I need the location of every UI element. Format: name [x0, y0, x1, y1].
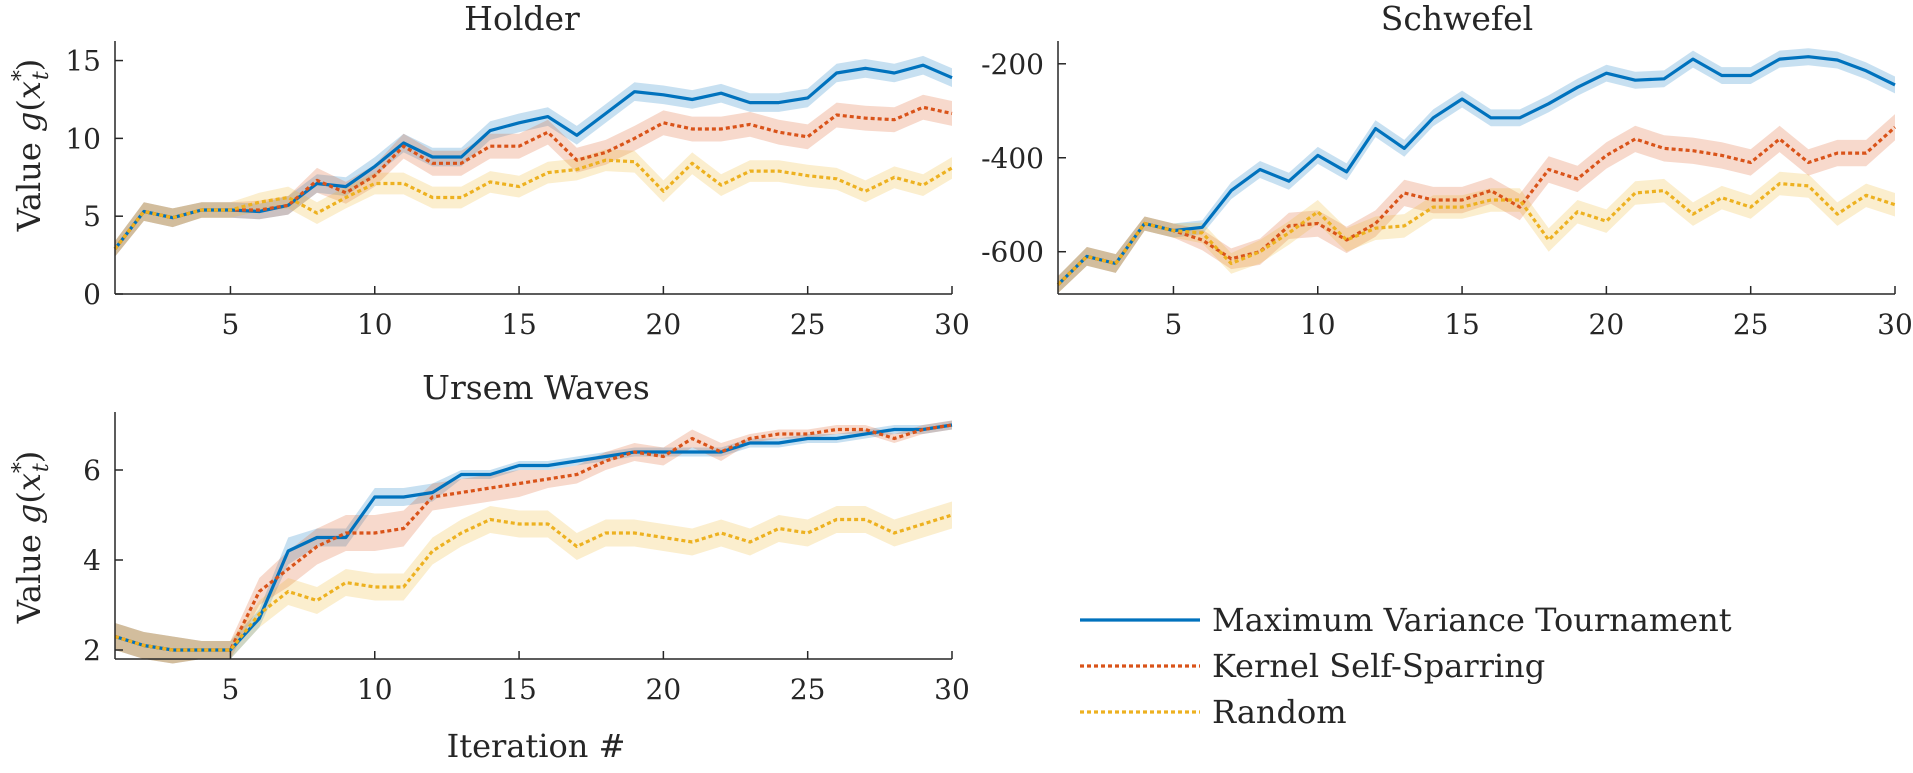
- y-tick-label: 2: [83, 634, 101, 667]
- y-tick-label: -400: [981, 142, 1044, 175]
- x-tick-label: 10: [357, 308, 393, 341]
- x-tick-label: 25: [790, 673, 826, 706]
- y-tick-label: 5: [83, 200, 101, 233]
- x-tick-label: 20: [646, 673, 682, 706]
- holder-axes: 5 10 15 20 25 30 0 5 10 15: [65, 41, 970, 341]
- holder-ylabel: Value g(x*t): [9, 59, 54, 233]
- y-tick-label: 10: [65, 122, 101, 155]
- schwefel-title: Schwefel: [1381, 0, 1533, 38]
- x-tick-label: 30: [1877, 308, 1913, 341]
- series-line-random: [1056, 182, 1896, 286]
- y-tick-label: 4: [83, 544, 101, 577]
- y-tick-label: -200: [981, 48, 1044, 81]
- x-tick-label: 5: [222, 673, 240, 706]
- band-maximum-variance-tournament: [115, 55, 952, 257]
- x-tick-label: 10: [1300, 308, 1336, 341]
- ursem-ylabel: Value g(x*t): [9, 451, 54, 625]
- ursem-xlabel: Iteration #: [447, 727, 626, 765]
- series-line-kernel-self-sparring: [114, 423, 953, 652]
- x-tick-label: 25: [1733, 308, 1769, 341]
- schwefel-axes: 5 10 15 20 25 30 -600 -400 -200: [981, 41, 1913, 341]
- ursem-axes: 5 10 15 20 25 30 2 4 6: [83, 412, 970, 706]
- ursem-title: Ursem Waves: [422, 368, 650, 407]
- series-line-maximum-variance-tournament: [113, 63, 953, 250]
- x-tick-label: 20: [646, 308, 682, 341]
- band-random: [115, 501, 952, 664]
- y-tick-label: 6: [83, 454, 101, 487]
- y-tick-label: 15: [65, 45, 101, 78]
- series-line-random: [114, 513, 953, 652]
- holder-lines: [113, 63, 953, 250]
- band-random: [1058, 171, 1895, 294]
- x-tick-label: 30: [934, 673, 970, 706]
- series-line-kernel-self-sparring: [113, 105, 953, 250]
- series-line-maximum-variance-tournament: [1056, 55, 1896, 286]
- x-tick-label: 5: [1165, 308, 1183, 341]
- x-tick-label: 30: [934, 308, 970, 341]
- panel-schwefel: Schwefel 5 10 15 20 25 30 -600 -400 -200: [981, 0, 1913, 341]
- x-tick-label: 15: [501, 673, 537, 706]
- holder-bands: [115, 55, 952, 257]
- legend-label: Maximum Variance Tournament: [1212, 601, 1732, 639]
- ursem-lines: [114, 423, 953, 652]
- band-random: [115, 149, 952, 257]
- x-tick-label: 10: [357, 673, 393, 706]
- band-maximum-variance-tournament: [115, 420, 952, 664]
- legend-label: Random: [1212, 693, 1347, 731]
- series-line-random: [113, 158, 953, 250]
- x-tick-label: 20: [1589, 308, 1625, 341]
- schwefel-lines: [1056, 55, 1897, 286]
- legend-label: Kernel Self-Sparring: [1212, 647, 1545, 685]
- x-tick-label: 25: [790, 308, 826, 341]
- panel-holder: Holder 5 10 15 20 25 30 0 5 10 15 Value g(x*t): [9, 0, 970, 341]
- schwefel-bands: [1058, 48, 1895, 294]
- y-tick-label: 0: [83, 278, 101, 311]
- holder-title: Holder: [464, 0, 580, 38]
- legend: Maximum Variance Tournament Kernel Self-S…: [1080, 601, 1732, 731]
- x-tick-label: 5: [222, 308, 240, 341]
- x-tick-label: 15: [501, 308, 537, 341]
- series-line-kernel-self-sparring: [1056, 126, 1897, 286]
- series-line-maximum-variance-tournament: [114, 423, 953, 652]
- x-tick-label: 15: [1444, 308, 1480, 341]
- y-tick-label: -600: [981, 236, 1044, 269]
- ursem-bands: [115, 420, 952, 664]
- band-kernel-self-sparring: [115, 94, 952, 257]
- band-maximum-variance-tournament: [1058, 48, 1895, 294]
